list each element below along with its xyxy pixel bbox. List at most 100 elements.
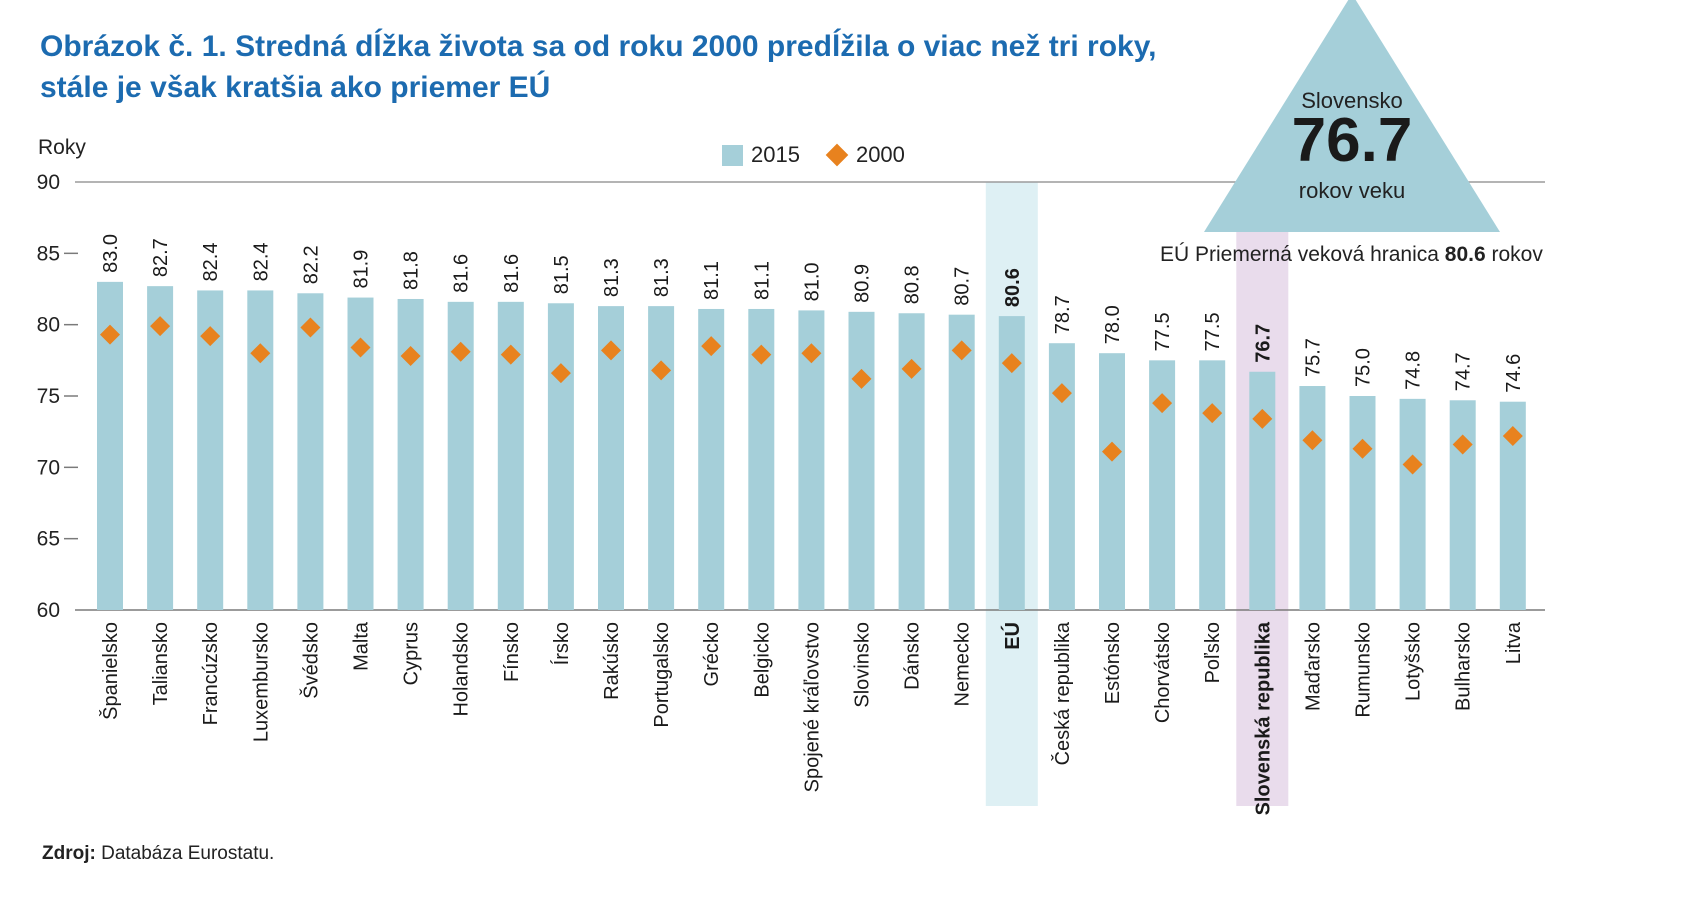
category-label: Grécko [701,622,723,686]
category-label: Portugalsko [651,622,673,728]
marker-2000 [1001,353,1022,374]
y-tick-label: 70 [37,456,60,479]
value-label-2015: 78.7 [1052,295,1074,334]
marker-2000 [550,363,571,384]
eu-note-prefix: EÚ Priemerná veková hranica [1160,243,1445,266]
category-label: Francúzsko [200,622,222,725]
page-title: Obrázok č. 1. Stredná dĺžka života sa od… [40,26,1157,109]
value-label-2015: 80.7 [952,267,974,306]
category-label: Luxembursko [250,622,272,742]
y-tick-label: 80 [37,314,60,337]
category-label: Spojené kráľovstvo [801,622,823,792]
legend-item-2000: 2000 [825,142,905,168]
annotation-country: Slovensko [1301,88,1403,113]
value-label-2015: 76.7 [1252,324,1274,363]
value-label-2015: 81.1 [701,261,723,300]
bar-2015 [848,311,875,610]
annotation-value: 76.7 [1291,106,1413,175]
bar-2015 [1449,400,1476,610]
marker-2000 [901,358,922,379]
source-note: Zdroj: Databáza Eurostatu. [42,843,274,865]
marker-2000 [851,368,872,389]
category-label: Cyprus [401,622,423,685]
category-label: Španielsko [99,622,122,720]
value-label-2015: 81.3 [601,258,623,297]
category-label: Švédsko [299,622,322,699]
eu-note-value: 80.6 [1444,243,1486,266]
bar-2015 [648,306,675,610]
category-label: EÚ [1000,622,1024,650]
value-label-2015: 81.9 [351,250,373,289]
value-label-2015: 74.8 [1403,351,1425,390]
value-label-2015: 82.7 [150,238,172,277]
value-label-2015: 81.1 [751,261,773,300]
bar-2015 [297,293,324,610]
category-label: Poľsko [1202,622,1224,683]
value-label-2015: 78.0 [1102,305,1124,344]
value-label-2015: 80.8 [902,265,924,304]
marker-2000 [1452,434,1473,455]
marker-2000 [250,343,271,364]
marker-2000 [1502,425,1523,446]
legend: 2015 2000 [722,142,905,168]
value-label-2015: 81.5 [551,255,573,294]
legend-square-icon [722,144,743,166]
marker-2000 [801,343,822,364]
category-label: Rakúsko [601,622,623,700]
value-label-2015: 81.3 [651,258,673,297]
bar-2015 [397,298,424,610]
value-label-2015: 82.2 [300,245,322,284]
marker-2000 [1051,383,1072,404]
legend-item-2015: 2015 [722,142,800,168]
marker-2000 [150,316,171,337]
bar-2015 [898,313,925,610]
y-tick-label: 85 [37,242,60,265]
value-label-2015: 82.4 [250,242,272,281]
bar-2015 [547,303,574,610]
bar-2015 [147,286,174,610]
marker-2000 [651,360,672,381]
eu-average-note: EÚ Priemerná veková hranica 80.6 rokov [1160,243,1543,267]
value-label-2015: 81.6 [451,254,473,293]
category-label: Nemecko [952,622,974,706]
category-label: Lotyšsko [1403,622,1425,701]
annotation-triangle-icon [1204,0,1500,232]
bar-2015 [1249,371,1276,610]
category-label: Slovinsko [852,622,874,708]
slovensko-annotation: Slovensko 76.7 rokov veku [1204,0,1500,232]
bar-2015 [948,314,975,610]
marker-2000 [1202,403,1223,424]
category-label: Írsko [550,622,573,665]
value-label-2015: 74.7 [1453,352,1475,391]
marker-2000 [500,344,521,365]
legend-label-2015: 2015 [751,142,800,167]
category-label: Česká republika [1051,621,1074,765]
source-label: Zdroj: [42,843,96,864]
page-title-line1: Obrázok č. 1. Stredná dĺžka života sa od… [40,30,1157,63]
marker-2000 [200,326,221,347]
marker-2000 [300,317,321,338]
category-label: Belgicko [751,622,773,698]
value-label-2015: 77.5 [1152,312,1174,351]
eu-note-suffix: rokov [1485,243,1543,266]
marker-2000 [350,337,371,358]
category-label: Fínsko [501,622,523,682]
value-label-2015: 77.5 [1202,312,1224,351]
value-label-2015: 82.4 [200,242,222,281]
category-label: Estónsko [1102,622,1124,704]
page-title-line2: stále je však kratšia ako priemer EÚ [40,71,551,105]
category-label: Slovenská republika [1252,621,1274,815]
marker-2000 [400,346,421,367]
marker-2000 [1102,441,1122,462]
bar-2015 [1349,396,1376,610]
value-label-2015: 81.8 [401,251,423,290]
y-tick-label: 65 [37,528,60,551]
marker-2000 [1152,393,1173,414]
value-label-2015: 83.0 [100,234,122,273]
marker-2000 [450,341,471,362]
marker-2000 [701,336,722,357]
category-label: Dánsko [902,622,924,690]
value-label-2015: 74.6 [1503,354,1525,393]
